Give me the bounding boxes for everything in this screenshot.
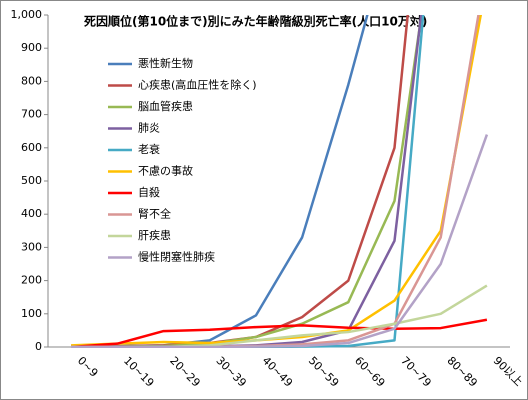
plot-lines <box>71 15 489 348</box>
legend-label: 肺炎 <box>138 122 160 135</box>
y-tick-label: 0 <box>35 340 42 353</box>
y-tick-label: 300 <box>21 240 42 253</box>
legend-label: 腎不全 <box>138 207 171 221</box>
y-tick-label: 1,000 <box>11 8 43 21</box>
series-line <box>71 318 488 348</box>
y-tick-label: 900 <box>21 41 42 54</box>
legend-label: 慢性閉塞性肺疾 <box>138 250 215 264</box>
legend-label: 老衰 <box>138 142 160 156</box>
series-line <box>71 134 489 348</box>
y-tick-label: 700 <box>21 108 42 121</box>
y-tick-label: 800 <box>21 74 42 87</box>
legend-label: 不慮の事故 <box>138 164 193 178</box>
legend-label: 肝疾患 <box>138 228 171 242</box>
y-tick-label: 200 <box>21 274 42 287</box>
chart-title: 死因順位(第10位まで)別にみた年齢階級別死亡率(人口10万対) <box>84 14 427 29</box>
legend-label: 自殺 <box>138 185 160 199</box>
y-tick-label: 500 <box>21 174 42 187</box>
legend-label: 心疾患(高血圧性を除く) <box>138 78 257 92</box>
legend-label: 脳血管疾患 <box>138 99 193 113</box>
y-tick-label: 400 <box>21 207 42 220</box>
y-tick-label: 600 <box>21 141 42 154</box>
legend-label: 悪性新生物 <box>138 56 193 70</box>
y-tick-label: 100 <box>21 307 42 320</box>
